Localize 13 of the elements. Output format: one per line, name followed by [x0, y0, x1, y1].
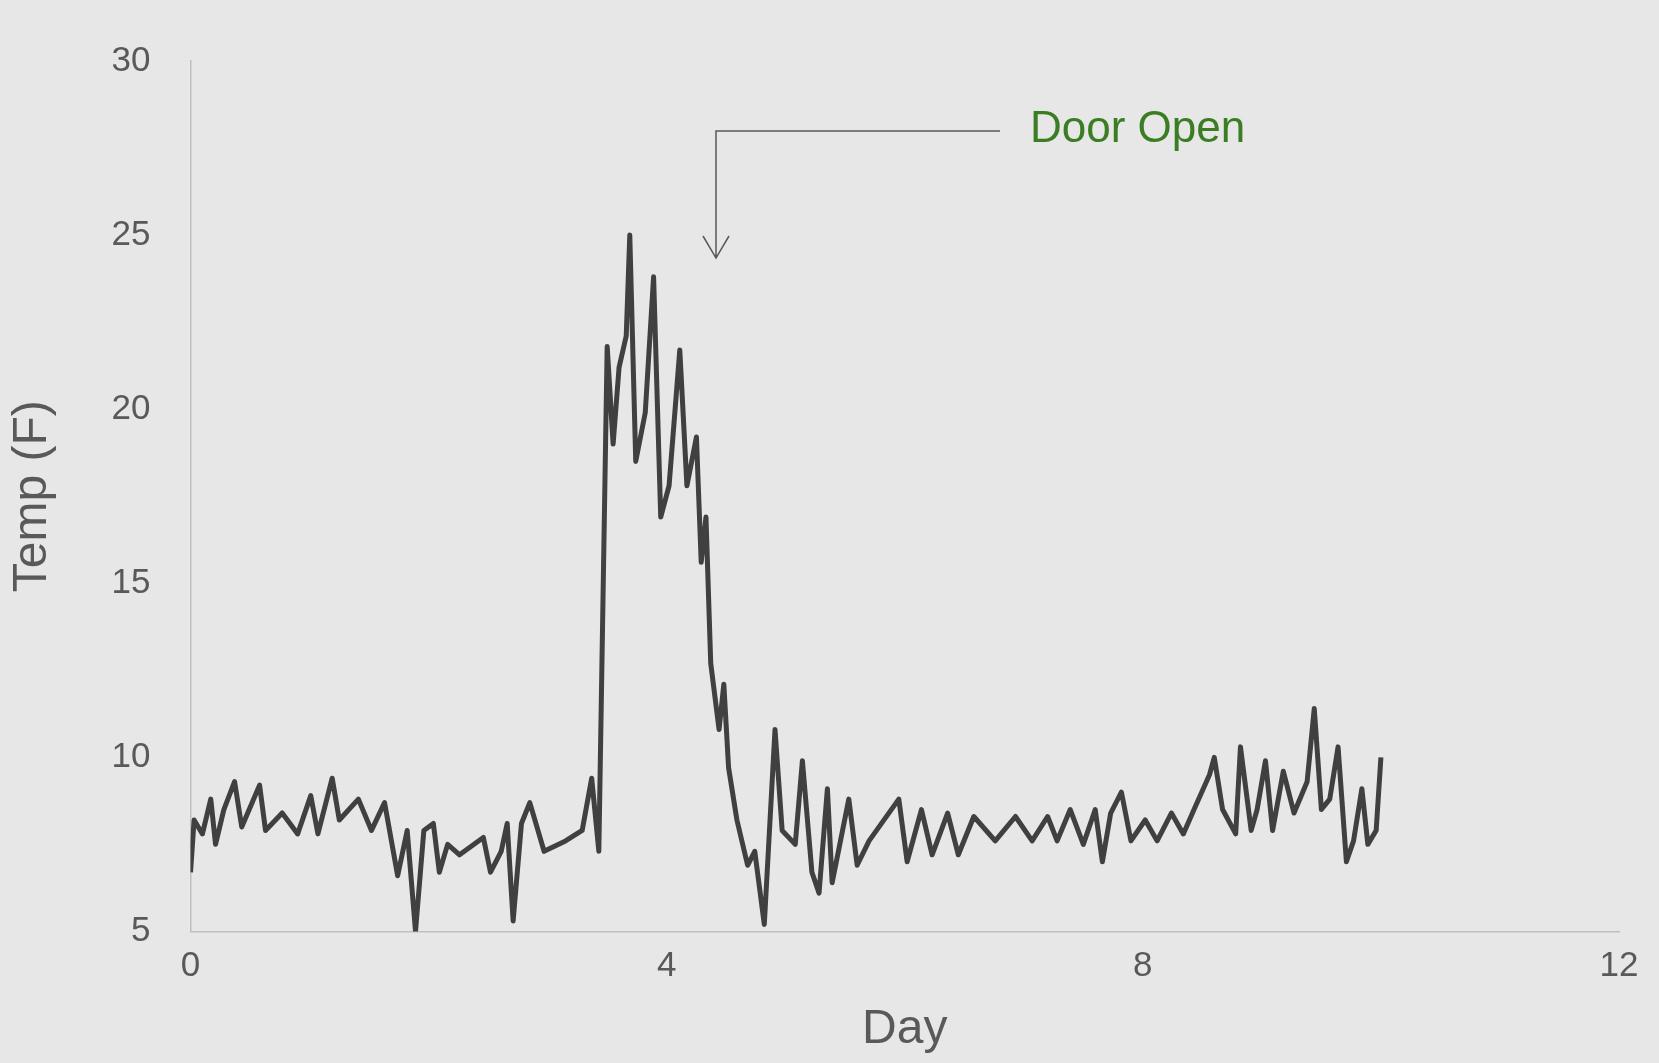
- y-axis-title: Temp (F): [3, 400, 57, 593]
- x-axis-title: Day: [862, 1000, 948, 1054]
- y-tick-label: 5: [131, 909, 151, 949]
- x-tick-label: 4: [656, 944, 677, 984]
- y-tick-label: 30: [111, 38, 151, 78]
- y-tick-label: 10: [111, 734, 151, 774]
- y-tick-label: 25: [111, 212, 151, 252]
- y-tick-label: 15: [111, 560, 151, 600]
- y-tick-label: 20: [111, 386, 151, 426]
- annotation: Door Open: [1030, 102, 1246, 152]
- x-tick-label: 0: [180, 944, 201, 984]
- x-tick-label: 8: [1133, 944, 1153, 984]
- x-tick-label: 12: [1599, 944, 1639, 984]
